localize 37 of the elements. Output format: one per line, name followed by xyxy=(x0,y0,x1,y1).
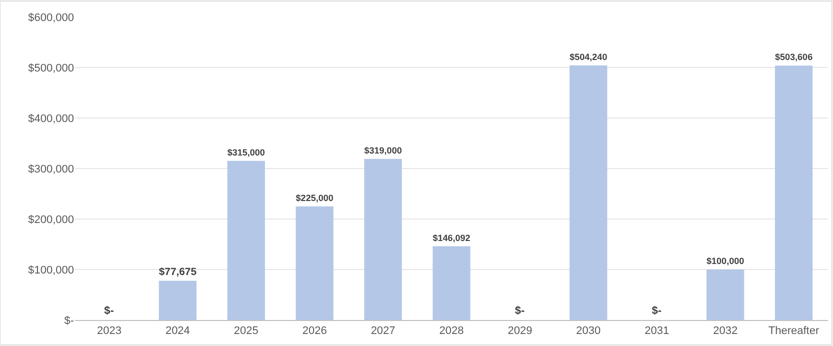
data-label: $319,000 xyxy=(364,145,402,156)
data-label: $100,000 xyxy=(706,256,744,266)
x-tick-label: 2032 xyxy=(713,325,738,338)
x-tick-label: Thereafter xyxy=(768,325,820,338)
bar xyxy=(296,206,334,320)
data-label: $225,000 xyxy=(296,192,334,203)
y-tick-label: $600,000 xyxy=(28,12,74,24)
y-tick-label: $200,000 xyxy=(28,214,74,226)
x-tick-label: 2028 xyxy=(439,325,464,338)
x-tick-label: 2029 xyxy=(508,325,532,338)
data-label: $77,675 xyxy=(158,266,197,278)
data-label: $146,092 xyxy=(432,232,470,243)
data-label: $- xyxy=(652,305,662,317)
x-tick-label: 2031 xyxy=(644,325,670,338)
x-tick-label: 2025 xyxy=(234,325,258,338)
data-label: $- xyxy=(104,305,114,317)
y-tick-label: $500,000 xyxy=(28,62,74,74)
bar xyxy=(432,246,470,320)
data-label: $315,000 xyxy=(227,147,265,158)
bar xyxy=(158,280,197,320)
bar xyxy=(227,160,265,320)
x-tick-label: 2023 xyxy=(96,325,122,338)
data-label: $- xyxy=(514,305,526,317)
y-tick-label: $300,000 xyxy=(28,163,74,176)
bar xyxy=(706,270,744,320)
bar xyxy=(364,158,402,320)
data-label: $503,606 xyxy=(774,52,813,62)
x-tick-label: 2027 xyxy=(370,325,396,338)
y-tick-label: $- xyxy=(64,314,74,327)
y-tick-label: $100,000 xyxy=(28,264,74,276)
x-tick-label: 2030 xyxy=(576,325,601,338)
x-tick-label: 2026 xyxy=(302,325,327,338)
y-tick-label: $400,000 xyxy=(28,112,74,125)
bar xyxy=(570,65,608,320)
data-label: $504,240 xyxy=(570,52,608,62)
x-tick-label: 2024 xyxy=(165,325,190,338)
bar xyxy=(774,66,813,320)
